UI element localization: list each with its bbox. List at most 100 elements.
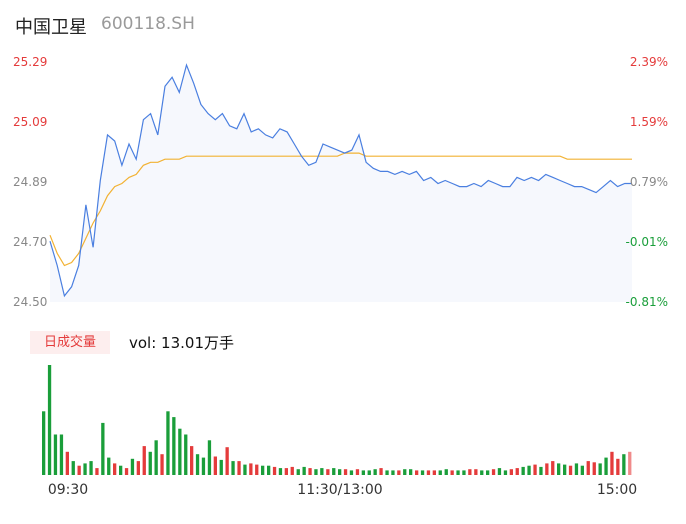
volume-bar (160, 454, 164, 475)
volume-bar (462, 470, 466, 475)
left-tick-label: 24.50 (13, 295, 47, 309)
volume-bar (113, 463, 117, 475)
time-tick-label: 09:30 (48, 482, 88, 498)
daily-volume-tab[interactable]: 日成交量 (30, 331, 110, 354)
volume-bar (533, 464, 537, 475)
volume-bar (616, 458, 620, 475)
volume-bar (249, 463, 253, 475)
time-axis-ticks: 09:30 11:30/13:00 15:00 (48, 482, 637, 498)
volume-bar (432, 470, 436, 475)
volume-bar (497, 468, 502, 475)
volume-bar (130, 458, 135, 475)
volume-bar (302, 466, 306, 475)
left-tick-label: 25.09 (13, 115, 47, 129)
right-tick-label: 1.59% (630, 115, 668, 129)
price-line (49, 63, 632, 298)
volume-bar (184, 434, 188, 475)
volume-bar (83, 463, 87, 475)
right-tick-label: -0.81% (626, 295, 668, 309)
volume-bar (486, 470, 490, 475)
volume-bar (107, 457, 111, 475)
volume-bar (568, 465, 573, 475)
volume-bar (332, 468, 336, 475)
volume-bar (278, 468, 283, 475)
volume-bar (438, 470, 442, 475)
volume-bar (509, 469, 513, 475)
left-tick-label: 24.70 (13, 235, 47, 249)
volume-bar (154, 440, 158, 475)
volume-bar (59, 434, 64, 475)
volume-bar (391, 470, 395, 475)
volume-bar (397, 470, 401, 475)
volume-bar (551, 461, 555, 475)
volume-bar (284, 468, 288, 475)
volume-bar (574, 463, 579, 475)
volume-bar (219, 459, 223, 475)
volume-bar (272, 466, 277, 475)
left-axis-ticks: 25.29 25.09 24.89 24.70 24.50 (13, 55, 47, 309)
right-axis-ticks: 2.39% 1.59% 0.79% -0.01% -0.81% (626, 55, 668, 309)
volume-bar (598, 463, 602, 475)
volume-bar (172, 417, 176, 475)
volume-bar (320, 468, 324, 475)
volume-bar (308, 468, 312, 475)
right-tick-label: 0.79% (630, 175, 668, 189)
volume-bar (213, 456, 217, 475)
volume-bar (124, 468, 129, 475)
volume-bar (545, 463, 549, 475)
volume-bar (503, 470, 508, 475)
volume-bar (65, 451, 69, 475)
volume-bar (379, 468, 383, 475)
volume-bar (610, 451, 614, 475)
time-tick-label: 11:30/13:00 (297, 482, 382, 498)
volume-bar (255, 464, 259, 475)
volume-bar (119, 465, 123, 475)
volume-bar (77, 465, 81, 475)
volume-bar (420, 470, 425, 475)
volume-bar (563, 464, 567, 475)
volume-bar (326, 469, 330, 475)
volume-bar (89, 461, 93, 475)
volume-bar (403, 469, 407, 475)
price-area (50, 65, 632, 302)
stock-code: 600118.SH (101, 14, 195, 34)
left-tick-label: 24.89 (13, 175, 47, 189)
volume-bar (296, 469, 300, 475)
volume-bar (367, 470, 371, 475)
volume-bar (314, 469, 318, 475)
volume-bar (586, 461, 590, 475)
volume-bar (474, 469, 478, 475)
volume-bar (142, 446, 146, 475)
volume-bar (456, 470, 460, 475)
volume-bar (47, 365, 52, 475)
volume-bar (468, 469, 472, 475)
volume-bar (355, 469, 360, 475)
volume-bar (515, 468, 519, 475)
volume-bar (415, 470, 419, 475)
volume-bar (527, 465, 531, 475)
volume-bar (290, 466, 294, 475)
volume-bar (261, 465, 265, 475)
volume-bar (267, 465, 271, 475)
volume-bar (136, 461, 140, 475)
volume-bar (178, 428, 182, 475)
volume-bar (480, 470, 484, 475)
volume-bar (491, 469, 496, 475)
volume-bar (42, 411, 46, 475)
volume-bar (539, 466, 543, 475)
right-tick-label: 2.39% (630, 55, 668, 69)
volume-bar (53, 434, 58, 475)
volume-bar (166, 411, 170, 475)
average-price-line (49, 152, 632, 267)
volume-bar (409, 469, 413, 475)
volume-bar (201, 457, 206, 475)
volume-bar (190, 446, 194, 475)
volume-bar (628, 451, 632, 475)
volume-bar (195, 454, 200, 475)
volume-bar (604, 457, 608, 475)
right-tick-label: -0.01% (626, 235, 668, 249)
stock-name: 中国卫星 (15, 17, 87, 38)
left-tick-label: 25.29 (13, 55, 47, 69)
price-lines (49, 63, 632, 298)
